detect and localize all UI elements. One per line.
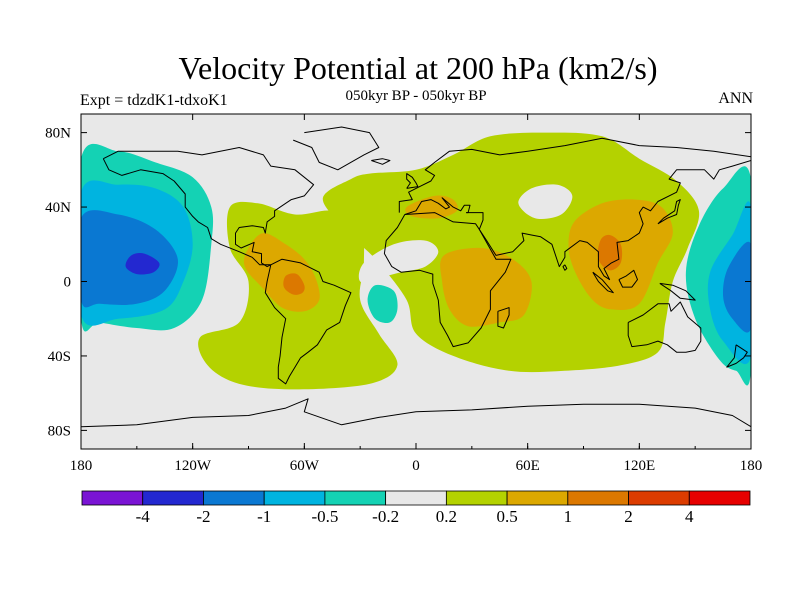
colorbar-label: -1 <box>257 507 271 526</box>
colorbar-label: 1 <box>564 507 573 526</box>
experiment-label: Expt = tdzdK1-tdxoK1 <box>80 92 228 109</box>
coastline-sumatra <box>592 271 614 294</box>
colorbar-swatch <box>628 490 690 506</box>
coastline-south-america <box>264 258 352 385</box>
map-axes: 180 120W 60W 0 60E 120E 180 80N 40N 0 40S 80S <box>45 114 762 474</box>
colorbar-swatch <box>567 490 629 506</box>
lat-tick-label: 80N <box>45 126 71 142</box>
lon-tick-label: 180 <box>740 458 763 474</box>
season-label: ANN <box>718 90 753 107</box>
coastline-australia <box>627 301 702 353</box>
colorbar-label: 2 <box>624 507 633 526</box>
coastline-uk <box>406 173 419 189</box>
coastline-borneo <box>618 269 638 288</box>
colorbar-label: 4 <box>685 507 694 526</box>
coastline-asia-south <box>466 160 751 281</box>
lat-tick-label: 40N <box>45 200 71 216</box>
coastline-north-america-west <box>102 158 271 266</box>
colorbar-label: 0.2 <box>436 507 457 526</box>
colorbar-label: -4 <box>136 507 151 526</box>
colorbar-label: -2 <box>196 507 210 526</box>
coastline-new-zealand <box>726 344 748 368</box>
colorbar-swatch <box>81 490 144 506</box>
lat-tick-label: 40S <box>48 349 71 365</box>
contour-fill-layer <box>81 114 751 390</box>
contour-region-west-pacific-low-6 <box>722 241 751 333</box>
colorbar-label: 0.5 <box>496 507 517 526</box>
colorbar-swatch <box>203 490 265 506</box>
colorbar-swatch <box>263 490 326 506</box>
contour-region-central-atlantic-neutral-19 <box>358 240 439 283</box>
colorbar-swatch <box>445 490 508 506</box>
lon-tick-label: 120W <box>174 458 212 474</box>
colorbar-swatch <box>142 490 204 506</box>
coastline-madagascar <box>497 307 510 329</box>
contour-region-central-asia-neutral-18 <box>518 184 573 219</box>
chart-title: Velocity Potential at 200 hPa (km2/s) <box>178 50 658 86</box>
contour-region-arctic-neutral-17 <box>224 114 381 159</box>
coastline-north-america <box>103 147 315 268</box>
coastline-japan <box>657 199 681 225</box>
colorbar-swatch <box>385 490 447 506</box>
coastline-mediterranean <box>404 197 471 215</box>
contour-region-asia-high-15 <box>597 234 623 271</box>
lon-tick-label: 120E <box>623 458 655 474</box>
colorbar-swatch <box>688 490 751 506</box>
lat-tick-label: 0 <box>64 275 72 291</box>
colorbar-label: -0.5 <box>311 507 338 526</box>
colorbar-swatch <box>324 490 387 506</box>
coastline-layer <box>81 126 751 428</box>
colorbar: -4 -2 -1 -0.5 -0.2 0.2 0.5 1 2 4 <box>81 490 751 526</box>
coastline-greenland <box>293 126 380 171</box>
lon-tick-label: 60W <box>290 458 320 474</box>
colorbar-label: -0.2 <box>372 507 399 526</box>
lon-tick-label: 60E <box>516 458 540 474</box>
contour-region-africa-high-13 <box>440 247 532 327</box>
contour-region-south-atlantic-low-7 <box>367 284 398 324</box>
colorbar-swatch <box>506 490 569 506</box>
contour-region-nw-pacific-low-3 <box>125 253 160 275</box>
coastline-iceland <box>371 158 391 165</box>
chart-subtitle: 050kyr BP - 050kyr BP <box>345 88 487 104</box>
lat-tick-label: 80S <box>48 423 71 439</box>
coastline-new-guinea <box>659 282 696 301</box>
coastline-eurasia <box>398 137 751 213</box>
coastline-antarctica <box>81 398 751 428</box>
lon-tick-label: 0 <box>412 458 420 474</box>
contour-region-americas-high-12 <box>283 273 305 295</box>
coastline-sri-lanka <box>562 264 568 271</box>
lon-tick-label: 180 <box>70 458 93 474</box>
